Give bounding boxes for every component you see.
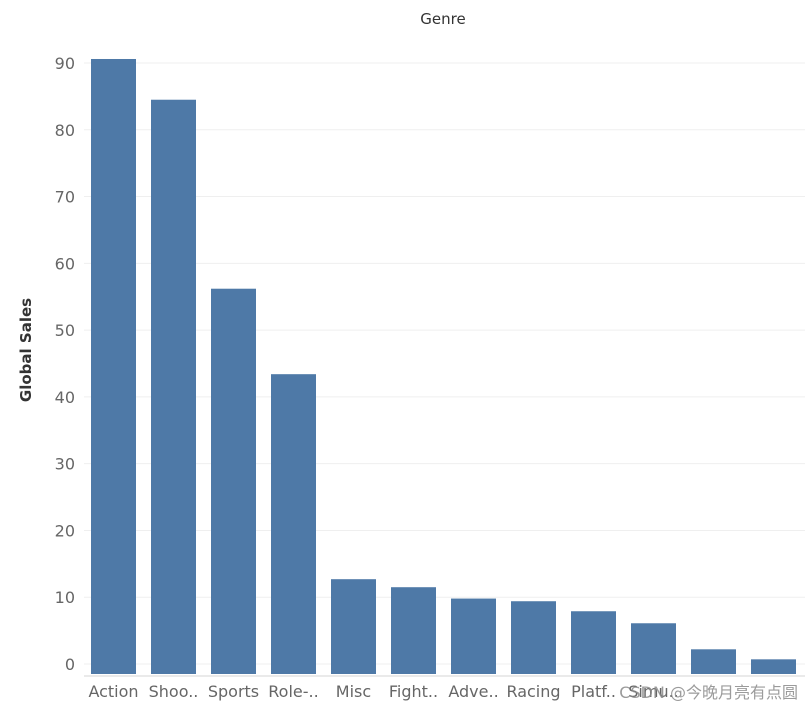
y-tick-label: 20: [55, 521, 75, 540]
y-axis-label: Global Sales: [17, 298, 35, 402]
y-tick-label: 50: [55, 321, 75, 340]
x-category-label: Sports: [208, 682, 259, 701]
x-category-label: Platf..: [571, 682, 616, 701]
bar: [211, 288, 256, 674]
y-tick-label: 10: [55, 588, 75, 607]
x-category-label: Racing: [506, 682, 560, 701]
x-category-label: Misc: [336, 682, 371, 701]
y-tick-label: 60: [55, 254, 75, 273]
x-category-label: Adve..: [448, 682, 498, 701]
y-tick-label: 30: [55, 455, 75, 474]
chart-title: Genre: [420, 10, 465, 28]
y-tick-label: 90: [55, 54, 75, 73]
gridlines: [84, 62, 805, 665]
bar: [271, 374, 316, 674]
x-category-label: Action: [88, 682, 138, 701]
bar: [151, 99, 196, 674]
bar: [91, 58, 136, 674]
bar: [331, 579, 376, 674]
bar: [691, 649, 736, 674]
watermark: CSDN @今晚月亮有点圆: [619, 683, 798, 702]
bar: [751, 659, 796, 674]
y-tick-label: 80: [55, 121, 75, 140]
bar: [451, 598, 496, 674]
y-axis-ticks: 0 10 20 30 40 50 60 70 80 90: [55, 54, 75, 674]
bar: [571, 611, 616, 674]
x-axis-categories: Action Shoo.. Sports Role-.. Misc Fight.. Adve…: [88, 682, 678, 701]
x-category-label: Simu..: [628, 682, 679, 701]
x-category-label: Shoo..: [149, 682, 199, 701]
bar: [631, 623, 676, 674]
y-tick-label: 0: [65, 655, 75, 674]
bars: [91, 58, 796, 674]
y-tick-label: 70: [55, 188, 75, 207]
bar: [391, 587, 436, 674]
x-category-label: Fight..: [389, 682, 438, 701]
y-tick-label: 40: [55, 388, 75, 407]
bar: [511, 601, 556, 674]
x-category-label: Role-..: [268, 682, 318, 701]
